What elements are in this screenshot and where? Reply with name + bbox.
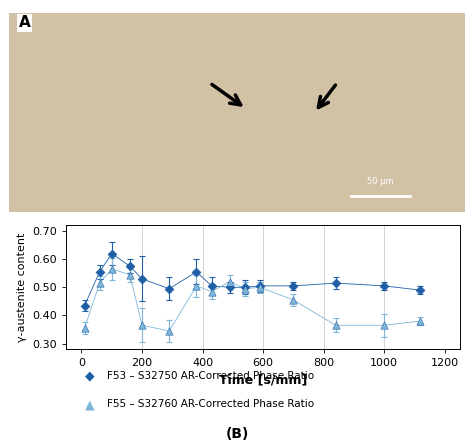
Point — [208, 282, 215, 290]
Point — [96, 268, 103, 275]
Point — [126, 271, 134, 278]
Point — [108, 250, 116, 257]
Point — [417, 317, 424, 324]
Point — [193, 282, 201, 290]
Point — [138, 275, 146, 282]
Point — [256, 282, 264, 290]
Point — [226, 278, 234, 285]
Point — [290, 282, 297, 290]
Point — [165, 328, 173, 335]
Text: F53 – S32750 AR-Corrected Phase Ratio: F53 – S32750 AR-Corrected Phase Ratio — [107, 371, 314, 381]
Point — [332, 322, 339, 329]
Text: 50 μm: 50 μm — [367, 177, 393, 187]
Point — [380, 322, 388, 329]
X-axis label: Time [s/mm]: Time [s/mm] — [219, 374, 307, 387]
Point — [417, 286, 424, 293]
Text: (B): (B) — [225, 427, 249, 441]
Point — [332, 279, 339, 286]
Point — [126, 263, 134, 270]
Y-axis label: γ-austenite content: γ-austenite content — [17, 232, 27, 342]
Point — [226, 284, 234, 291]
Text: F55 – S32760 AR-Corrected Phase Ratio: F55 – S32760 AR-Corrected Phase Ratio — [107, 400, 314, 409]
Point — [81, 324, 88, 332]
Text: A: A — [18, 15, 30, 30]
Point — [108, 266, 116, 273]
Point — [208, 288, 215, 295]
Point — [96, 279, 103, 286]
Point — [138, 322, 146, 329]
Point — [165, 285, 173, 292]
Point — [241, 285, 249, 292]
Point — [256, 284, 264, 291]
Text: ▲: ▲ — [85, 398, 95, 411]
Point — [290, 297, 297, 304]
Text: ◆: ◆ — [85, 369, 95, 382]
Point — [380, 282, 388, 290]
Point — [241, 284, 249, 291]
Point — [193, 268, 201, 275]
Point — [81, 302, 88, 309]
